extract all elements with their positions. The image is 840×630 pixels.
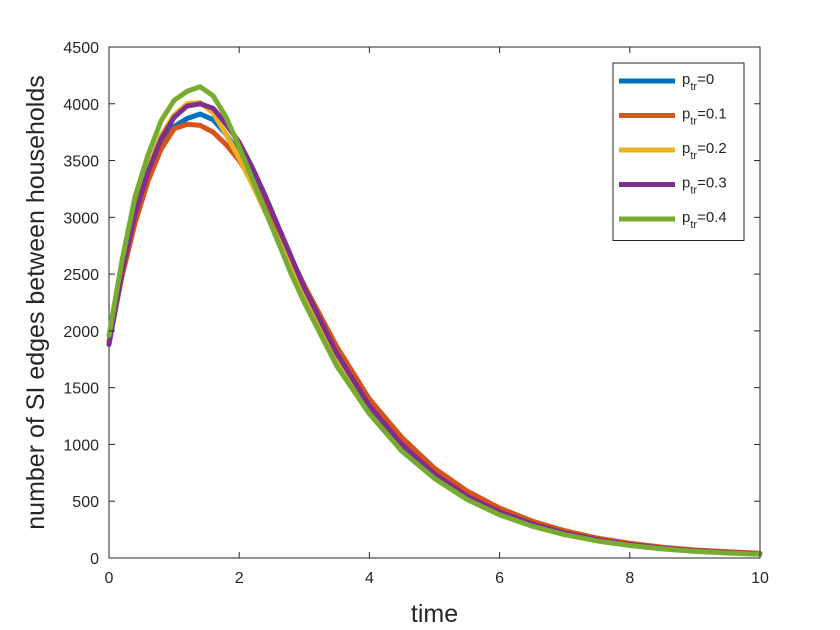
y-tick-label: 2500 <box>63 267 99 284</box>
x-tick-label: 6 <box>495 570 504 587</box>
legend-label-0: ptr=0 <box>682 71 714 93</box>
x-tick-label: 4 <box>365 570 374 587</box>
legend-label-main: p <box>682 71 690 88</box>
y-tick-label: 4000 <box>63 97 99 114</box>
legend-label-value: =0.1 <box>697 106 727 123</box>
y-tick-label: 500 <box>72 494 99 511</box>
axis-ticks: 0 2 4 6 8 10 0 500 1000 1500 2000 2500 3000 3500 4000 4… <box>63 40 769 587</box>
y-tick-label: 2000 <box>63 324 99 341</box>
legend-label-2: ptr=0.2 <box>682 140 727 162</box>
legend-label-value: =0 <box>697 71 714 88</box>
y-tick-label: 1000 <box>63 437 99 454</box>
legend-label-subscript: tr <box>690 150 697 162</box>
series-layer <box>106 84 763 557</box>
legend-label-1: ptr=0.1 <box>682 106 727 128</box>
x-tick-label: 0 <box>105 570 114 587</box>
legend-label-subscript: tr <box>690 219 697 231</box>
y-tick-label: 3000 <box>63 210 99 227</box>
y-tick-label: 1500 <box>63 381 99 398</box>
legend-label-value: =0.2 <box>697 140 727 157</box>
x-axis-label: time <box>411 600 458 628</box>
legend-label-4: ptr=0.4 <box>682 209 727 231</box>
y-axis-label: number of SI edges between households <box>22 75 50 529</box>
x-tick-label: 2 <box>235 570 244 587</box>
legend-label-value: =0.4 <box>697 209 727 226</box>
legend-label-value: =0.3 <box>697 175 727 192</box>
series-line-4 <box>106 84 763 557</box>
y-tick-label: 4500 <box>63 40 99 57</box>
legend-label-3: ptr=0.3 <box>682 175 727 197</box>
legend-label-subscript: tr <box>690 185 697 197</box>
legend-label-subscript: tr <box>690 116 697 128</box>
y-tick-label: 0 <box>90 551 99 568</box>
legend-label-subscript: tr <box>690 81 697 93</box>
legend-label-main: p <box>682 106 690 123</box>
legend-label-main: p <box>682 209 690 226</box>
legend-label-main: p <box>682 140 690 157</box>
x-tick-label: 8 <box>625 570 634 587</box>
x-tick-label: 10 <box>751 570 769 587</box>
legend-label-main: p <box>682 175 690 192</box>
y-tick-label: 3500 <box>63 154 99 171</box>
